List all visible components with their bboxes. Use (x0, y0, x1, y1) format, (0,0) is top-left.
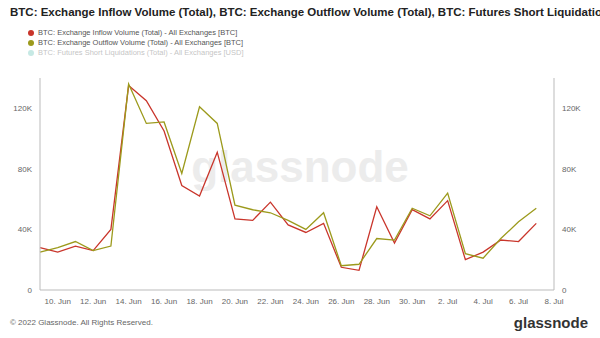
html-text:BTC: Exchange Outflow Volume (: BTC: Exchange Outflow Volume (Total) - A… (38, 38, 244, 47)
svg-text:18. Jun: 18. Jun (186, 297, 212, 306)
svg-text:80K: 80K (18, 165, 33, 174)
svg-text:0: 0 (562, 286, 567, 295)
svg-text:30. Jun: 30. Jun (399, 297, 425, 306)
svg-text:40K: 40K (18, 225, 33, 234)
svg-text:12. Jun: 12. Jun (80, 297, 106, 306)
svg-text:16. Jun: 16. Jun (151, 297, 177, 306)
svg-text:10. Jun: 10. Jun (45, 297, 71, 306)
html-text:© 2022 Glassnode. All Rights R: © 2022 Glassnode. All Rights Reserved. (10, 318, 153, 327)
svg-text:80K: 80K (562, 165, 577, 174)
svg-text:14. Jun: 14. Jun (115, 297, 141, 306)
svg-text:20. Jun: 20. Jun (222, 297, 248, 306)
svg-text:24. Jun: 24. Jun (293, 297, 319, 306)
html-text:BTC: Futures Short Liquidation: BTC: Futures Short Liquidations (Total) … (38, 48, 244, 57)
svg-text:28. Jun: 28. Jun (364, 297, 390, 306)
svg-text:0: 0 (28, 286, 33, 295)
html-text:glassnode: glassnode (513, 314, 588, 331)
svg-text:120K: 120K (13, 104, 32, 113)
svg-text:2. Jul: 2. Jul (438, 297, 457, 306)
svg-text:40K: 40K (562, 225, 577, 234)
svg-text:6. Jul: 6. Jul (509, 297, 528, 306)
svg-text:8. Jul: 8. Jul (544, 297, 563, 306)
svg-text:4. Jul: 4. Jul (474, 297, 493, 306)
svg-text:120K: 120K (562, 104, 581, 113)
svg-text:26. Jun: 26. Jun (328, 297, 354, 306)
html-text:BTC: Exchange Inflow Volume (T: BTC: Exchange Inflow Volume (Total) - Al… (38, 28, 238, 37)
svg-text:22. Jun: 22. Jun (257, 297, 283, 306)
html-text:glassnode: glassnode (191, 142, 409, 191)
